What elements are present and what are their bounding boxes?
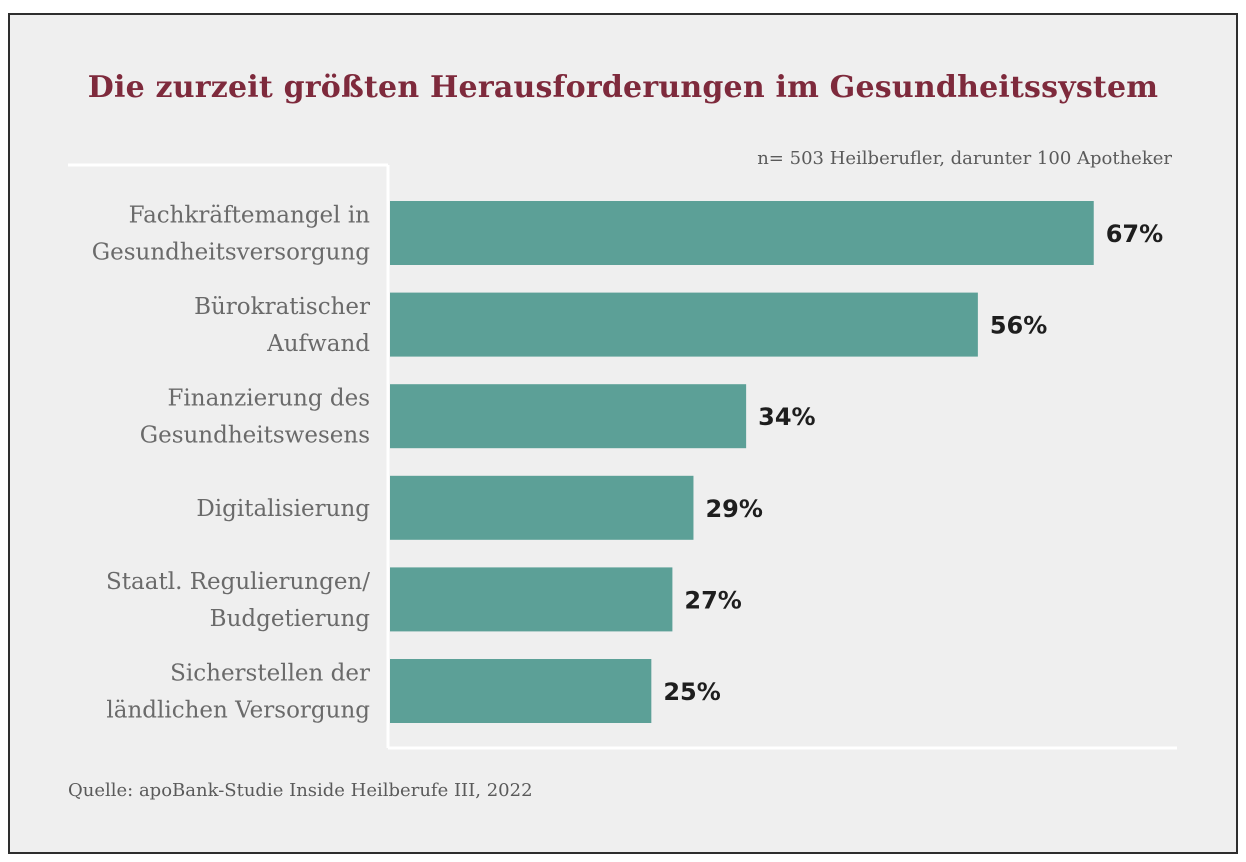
category-label-6-line-1: Sicherstellen der (170, 661, 370, 687)
bar-5 (390, 567, 673, 632)
chart-subtitle: n= 503 Heilberufler, darunter 100 Apothe… (757, 148, 1172, 169)
category-label-3-line-1: Finanzierung des (167, 386, 370, 412)
category-label-6-line-2: ländlichen Versorgung (106, 698, 370, 724)
category-label-2-line-2: Aufwand (266, 331, 370, 357)
value-label-5: 27% (684, 586, 741, 614)
value-label-2: 56% (990, 312, 1047, 340)
value-label-6: 25% (663, 678, 720, 706)
category-label-1-line-1: Fachkräftemangel in (129, 203, 371, 229)
value-label-3: 34% (758, 403, 815, 431)
category-label-4-line-1: Digitalisierung (196, 496, 370, 522)
value-label-1: 67% (1106, 220, 1163, 248)
category-label-5-line-2: Budgetierung (210, 606, 371, 632)
category-label-2-line-1: Bürokratischer (194, 294, 370, 320)
chart-source: Quelle: apoBank-Studie Inside Heilberufe… (68, 780, 533, 801)
category-label-5-line-1: Staatl. Regulierungen/ (106, 569, 370, 595)
chart-title: Die zurzeit größten Herausforderungen im… (87, 70, 1159, 105)
bar-2 (390, 292, 978, 357)
value-label-4: 29% (705, 495, 762, 523)
bar-1 (390, 201, 1094, 265)
category-label-3-line-2: Gesundheitswesens (140, 423, 370, 449)
category-label-1-line-2: Gesundheitsversorgung (92, 240, 371, 266)
bar-3 (390, 384, 747, 449)
bar-6 (390, 659, 652, 723)
bar-4 (390, 475, 694, 540)
